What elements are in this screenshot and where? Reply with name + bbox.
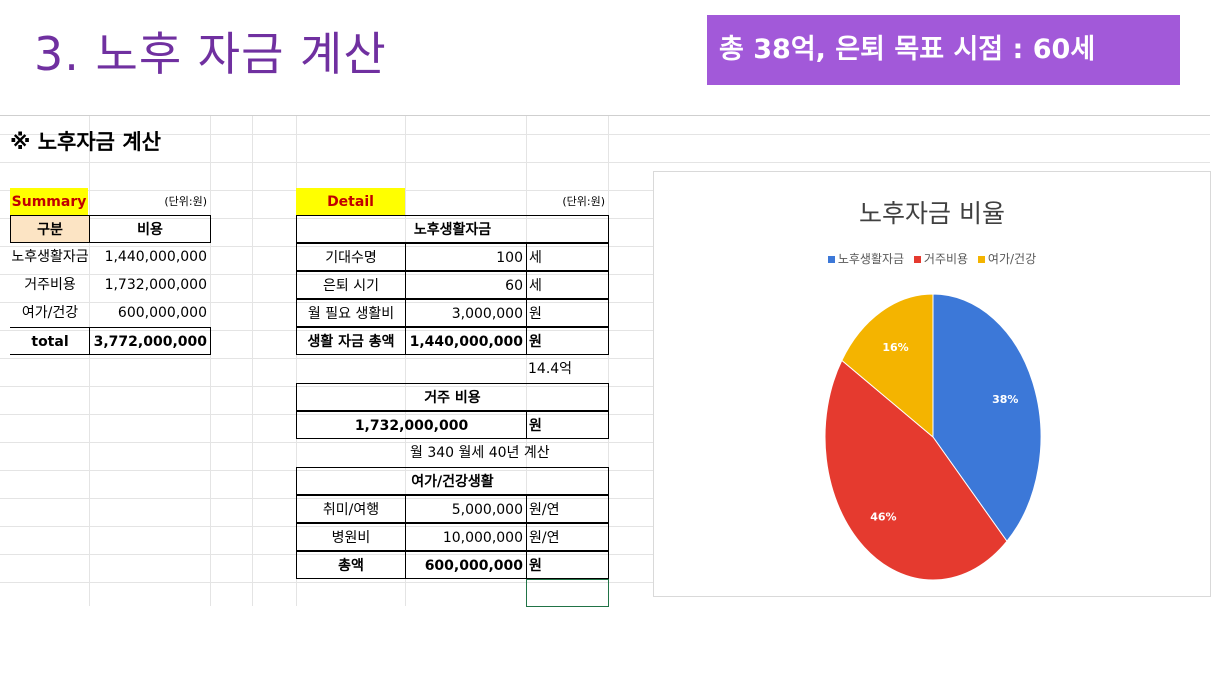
pie-slice-label: 46% [870,510,896,523]
summary-row-label[interactable]: 노후생활자금 [11,249,89,265]
summary-row-label[interactable]: 여가/건강 [21,305,79,321]
summary-row-value[interactable]: 1,732,000,000 [104,277,207,293]
legend-label: 거주비용 [923,252,969,266]
leisure-section-header: 여가/건강생활 [296,467,609,495]
leisure-total-value[interactable]: 600,000,000 [405,551,527,579]
summary-total-value[interactable]: 3,772,000,000 [89,327,211,355]
column-divider [89,116,90,606]
legend-item: 노후생활자금 [827,252,905,266]
living-total-unit[interactable]: 원 [526,327,609,355]
housing-note[interactable]: 월 340 월세 40년 계산 [410,445,550,461]
living-total-value[interactable]: 1,440,000,000 [405,327,527,355]
summary-row-value[interactable]: 1,440,000,000 [104,249,207,265]
column-divider [252,116,253,606]
pie-chart-canvas: 38% 46% 16% [824,293,1042,581]
summary-header-cost: 비용 [89,215,211,243]
pie-slice[interactable] [932,293,1042,543]
goal-banner: 총 38억, 은퇴 목표 시점 : 60세 [707,15,1180,85]
summary-header-category: 구분 [10,215,90,243]
pie-slice[interactable] [824,359,1008,581]
legend-label: 노후생활자금 [837,252,905,266]
detail-title: Detail [296,188,405,216]
sheet-heading: ※ 노후자금 계산 [10,130,161,154]
legend-swatch [913,256,921,263]
leisure-total-unit[interactable]: 원 [526,551,609,579]
column-divider [296,116,297,606]
living-row-value[interactable]: 100 [405,243,527,271]
summary-row-label[interactable]: 거주비용 [24,277,76,293]
chart-title: 노후자금 비율 [859,199,1005,228]
legend-item: 여가/건강 [977,252,1037,266]
legend-swatch [977,256,985,263]
column-divider [608,116,609,606]
leisure-row-label[interactable]: 병원비 [296,523,406,551]
living-row-unit[interactable]: 원 [526,299,609,327]
summary-unit-note: (단위:원) [164,195,207,208]
chart-legend: 노후생활자금 거주비용 여가/건강 [654,250,1210,267]
pie-chart[interactable]: 38% 46% 16% 노후자금 비율 노후생활자금 거주비용 여가/건강 [653,171,1211,597]
legend-swatch [827,256,835,263]
leisure-row-unit[interactable]: 원/연 [526,523,609,551]
housing-section-header: 거주 비용 [296,383,609,411]
pie-slice-label: 38% [992,393,1018,406]
living-row-unit[interactable]: 세 [526,271,609,299]
column-divider [526,116,527,606]
living-total-label[interactable]: 생활 자금 총액 [296,327,406,355]
legend-item: 거주비용 [913,252,969,266]
living-row-label[interactable]: 은퇴 시기 [296,271,406,299]
summary-row-value[interactable]: 600,000,000 [117,305,207,321]
detail-unit-note: (단위:원) [562,195,605,208]
pie-slice[interactable] [841,293,934,439]
leisure-row-value[interactable]: 10,000,000 [405,523,527,551]
living-row-label[interactable]: 월 필요 생활비 [296,299,406,327]
summary-total-label[interactable]: total [10,327,90,355]
housing-value[interactable]: 1,732,000,000 [296,411,527,439]
leisure-row-unit[interactable]: 원/연 [526,495,609,523]
living-row-label[interactable]: 기대수명 [296,243,406,271]
living-note[interactable]: 14.4억 [528,361,573,377]
leisure-row-value[interactable]: 5,000,000 [405,495,527,523]
slide-title: 3. 노후 자금 계산 [34,27,387,81]
housing-unit[interactable]: 원 [526,411,609,439]
leisure-total-label[interactable]: 총액 [296,551,406,579]
living-section-header: 노후생활자금 [296,215,609,243]
selected-cell[interactable] [526,579,609,607]
pie-slice-label: 16% [882,341,908,354]
column-divider [210,116,211,606]
summary-title: Summary [10,188,88,216]
living-row-value[interactable]: 3,000,000 [405,299,527,327]
leisure-row-label[interactable]: 취미/여행 [296,495,406,523]
living-row-unit[interactable]: 세 [526,243,609,271]
living-row-value[interactable]: 60 [405,271,527,299]
column-divider [405,116,406,606]
legend-label: 여가/건강 [987,252,1037,266]
